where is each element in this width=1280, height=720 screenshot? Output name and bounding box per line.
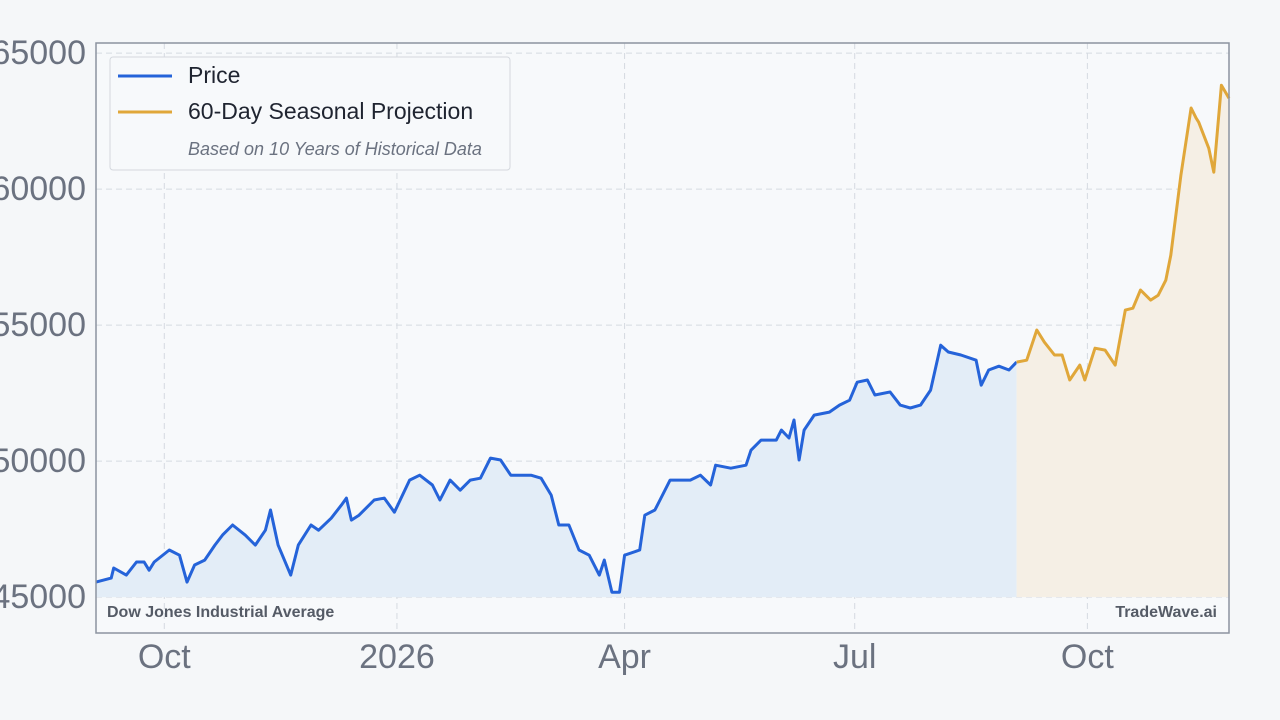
legend-box	[109, 56, 511, 171]
y-tick-label: 50000	[0, 442, 86, 480]
series-line	[1016, 83, 1231, 382]
legend-note: Based on 10 Years of Historical Data	[188, 139, 482, 159]
x-tick-label: Oct	[1061, 638, 1114, 676]
y-tick-label: 60000	[0, 170, 86, 208]
x-tick-label: Apr	[598, 638, 651, 676]
plot-border	[95, 42, 1230, 634]
series-area	[96, 345, 1017, 598]
legend-label: Price	[188, 62, 240, 88]
y-tick-label: 45000	[0, 578, 86, 616]
y-tick-label: 65000	[0, 34, 86, 72]
legend: Based on 10 Years of Historical Data Pri…	[109, 56, 511, 171]
marks	[95, 83, 1231, 598]
y-tick-label: 55000	[0, 306, 86, 344]
legend-label: 60-Day Seasonal Projection	[188, 98, 473, 124]
series-line	[95, 343, 1018, 594]
x-tick-label: 2026	[359, 638, 435, 676]
x-tick-label: Oct	[138, 638, 191, 676]
x-tick-label: Jul	[833, 638, 876, 676]
series-area	[1016, 85, 1229, 598]
brand-label: TradeWave.ai	[1115, 604, 1217, 621]
chart-label: Dow Jones Industrial Average	[107, 604, 334, 621]
